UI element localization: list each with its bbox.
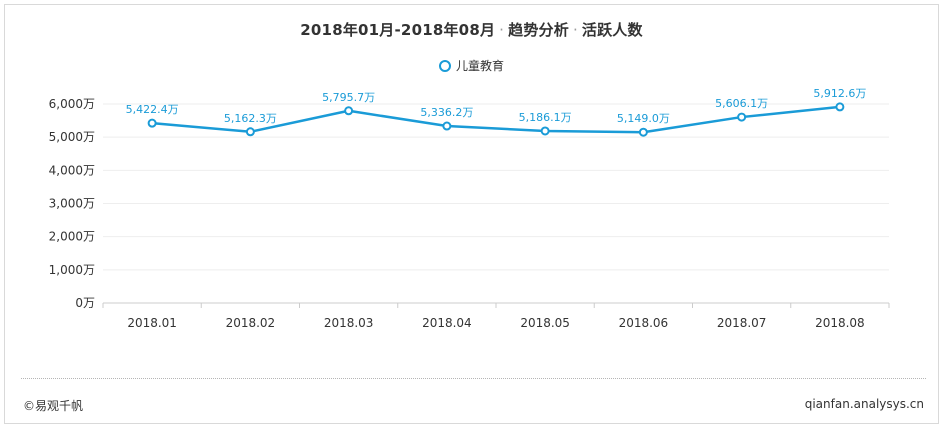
data-point: [737, 112, 747, 122]
x-tick-label: 2018.01: [127, 316, 177, 330]
site-url: qianfan.analysys.cn: [804, 397, 924, 411]
title-separator: ·: [572, 21, 578, 39]
y-tick-label: 3,000万: [49, 197, 95, 211]
x-tick-label: 2018.08: [815, 316, 865, 330]
copyright-text: ©易观千帆: [23, 399, 84, 413]
chart-title: 2018年01月-2018年08月 · 趋势分析 · 活跃人数: [5, 19, 938, 40]
x-tick-label: 2018.03: [324, 316, 374, 330]
title-separator: ·: [499, 21, 505, 39]
data-label: 5,149.0万: [617, 112, 670, 125]
data-point: [344, 106, 354, 116]
x-tick-label: 2018.02: [226, 316, 276, 330]
x-tick-label: 2018.04: [422, 316, 472, 330]
data-point: [442, 121, 452, 131]
y-tick-label: 5,000万: [49, 130, 95, 144]
chart-card: 2018年01月-2018年08月 · 趋势分析 · 活跃人数 儿童教育 ©易观千帆 q…: [4, 4, 939, 424]
data-label: 5,422.4万: [126, 103, 179, 116]
series-line: [150, 105, 842, 134]
chart-legend: 儿童教育: [5, 57, 938, 74]
legend-label[interactable]: 儿童教育: [455, 59, 504, 73]
data-point: [245, 127, 255, 137]
footer-divider: [21, 378, 926, 379]
x-tick-label: 2018.06: [619, 316, 669, 330]
data-label: 5,336.2万: [420, 106, 473, 119]
data-label: 5,606.1万: [715, 97, 768, 110]
title-analysis-type: 趋势分析: [508, 21, 569, 39]
title-metric: 活跃人数: [581, 21, 643, 39]
legend-marker-icon[interactable]: [438, 59, 451, 72]
data-label: 5,162.3万: [224, 112, 277, 125]
data-point: [638, 127, 648, 137]
x-tick-label: 2018.05: [520, 316, 570, 330]
data-point: [540, 126, 550, 136]
y-tick-label: 6,000万: [49, 97, 95, 111]
title-date-range: 2018年01月-2018年08月: [300, 21, 496, 39]
data-label: 5,795.7万: [322, 91, 375, 104]
data-point: [147, 118, 157, 128]
y-tick-label: 4,000万: [49, 163, 95, 177]
y-tick-label: 1,000万: [49, 263, 95, 277]
data-label: 5,912.6万: [813, 87, 866, 100]
data-point: [835, 102, 845, 112]
x-tick-label: 2018.07: [717, 316, 767, 330]
y-tick-label: 2,000万: [49, 230, 95, 244]
data-label: 5,186.1万: [519, 111, 572, 124]
y-tick-label: 0万: [75, 296, 95, 310]
